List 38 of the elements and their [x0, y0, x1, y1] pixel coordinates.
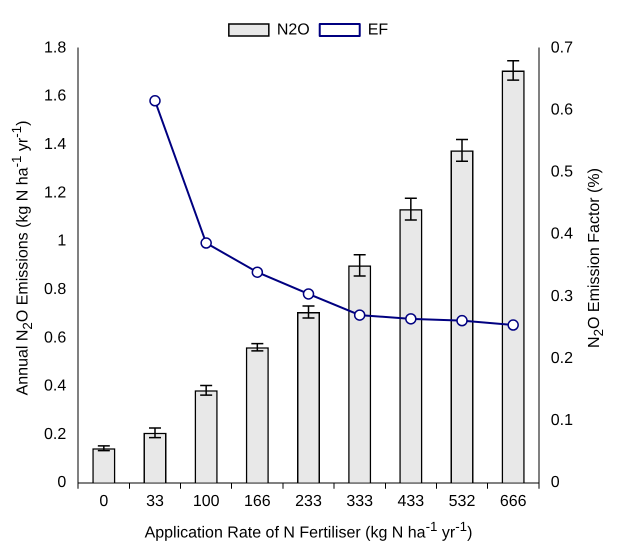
y2-tick-label: 0.3 — [550, 288, 574, 305]
y2-tick-label: 0.6 — [550, 102, 574, 119]
point — [405, 313, 417, 325]
y2-tick-label: 0.2 — [550, 350, 574, 367]
y-tick-label: 1.6 — [44, 88, 66, 105]
y2-tick-label: 0.4 — [550, 226, 574, 243]
y2-tick-label: 0.5 — [550, 164, 574, 181]
point — [200, 237, 212, 249]
y-tick-label: 0.6 — [44, 329, 66, 346]
legend-label: N2O — [276, 21, 310, 38]
y-tick-label: 1.4 — [44, 136, 66, 154]
x-tick-label: 100 — [192, 492, 220, 510]
x-tick-label: 233 — [295, 492, 322, 510]
y2-tick-label: 0 — [550, 474, 560, 492]
y-tick-label: 1.2 — [44, 184, 66, 202]
x-axis-title: Application Rate of N Fertiliser (kg N ha$^{-1}$ yr$^{-1}$) — [144, 518, 474, 542]
x-tick-label: 333 — [346, 492, 374, 510]
x-tick-label: 33 — [146, 492, 164, 510]
y-tick-label: 0.8 — [44, 280, 66, 298]
point — [354, 309, 366, 321]
x-tick-label: 0 — [99, 492, 108, 510]
legend-label: EF — [368, 21, 388, 38]
y2-tick-label: 0.1 — [550, 412, 574, 430]
y2-tick-label: 0.7 — [550, 39, 574, 56]
point — [149, 95, 161, 107]
point — [507, 319, 519, 331]
y-tick-label: 1 — [57, 232, 66, 250]
y-tick-label: 1.8 — [44, 39, 66, 56]
point — [302, 288, 314, 300]
point — [252, 266, 264, 278]
x-tick-label: 666 — [500, 492, 527, 510]
x-tick-label: 433 — [397, 492, 424, 510]
y-tick-label: 0.2 — [44, 426, 66, 443]
x-tick-label: 166 — [244, 492, 271, 510]
x-tick-label: 532 — [448, 492, 476, 510]
point — [456, 314, 468, 326]
y-tick-label: 0 — [57, 474, 66, 492]
y-tick-label: 0.4 — [44, 378, 66, 395]
